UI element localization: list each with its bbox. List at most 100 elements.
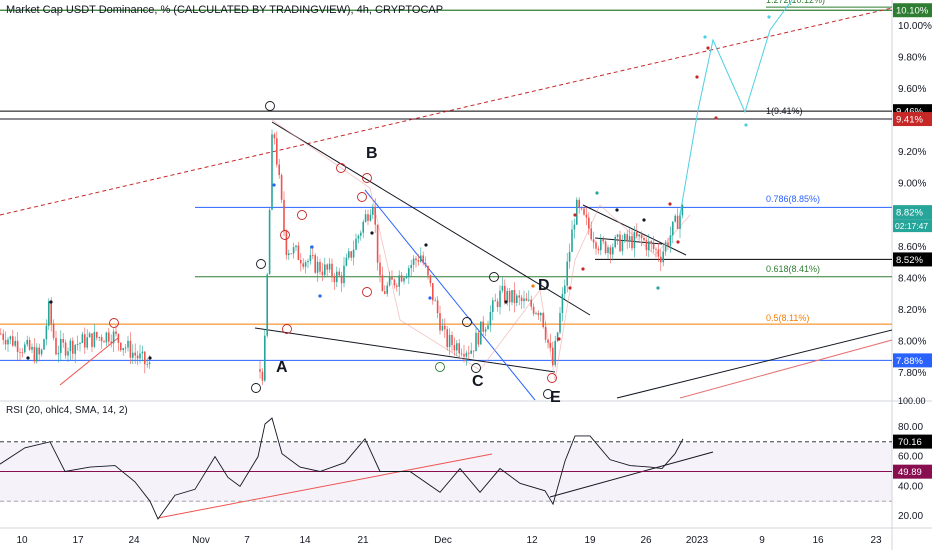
countdown-label: 02:17:47 bbox=[895, 221, 928, 231]
wave-marker-circle bbox=[435, 362, 445, 372]
candle-body bbox=[513, 290, 516, 304]
x-tick-label: Nov bbox=[192, 535, 210, 546]
candle-body bbox=[386, 285, 388, 294]
price-badge-label: 8.52% bbox=[896, 255, 923, 266]
candle-body bbox=[391, 276, 393, 280]
wave-marker-circle bbox=[109, 318, 119, 328]
candle-body bbox=[28, 339, 31, 350]
candle-body bbox=[278, 164, 280, 176]
rsi-badge[interactable] bbox=[893, 434, 932, 449]
fib-level-label: 0.618(8.41%) bbox=[766, 264, 820, 274]
candle-body bbox=[60, 339, 62, 353]
candle-body bbox=[420, 255, 422, 262]
y-tick-label: 8.20% bbox=[898, 305, 926, 316]
candle-body bbox=[674, 215, 676, 222]
candle-body bbox=[446, 329, 448, 348]
wave-minor-marker bbox=[615, 208, 619, 212]
candle-body bbox=[588, 217, 590, 229]
wave-label-e: E bbox=[550, 389, 561, 406]
candle-body bbox=[595, 242, 597, 249]
wave-minor-marker bbox=[744, 123, 748, 127]
wave-path-red bbox=[271, 119, 691, 381]
candle-body bbox=[120, 342, 122, 351]
candle-body bbox=[14, 340, 16, 346]
projection-path bbox=[679, 0, 793, 216]
fib-level-label: 1.272(10.12%) bbox=[766, 0, 825, 5]
candle-body bbox=[139, 353, 141, 359]
candle-body bbox=[259, 369, 261, 372]
candle-body bbox=[456, 343, 458, 351]
candle-body bbox=[124, 347, 127, 349]
candle-body bbox=[146, 364, 148, 365]
candle-body bbox=[580, 207, 583, 209]
candle-body bbox=[19, 352, 21, 353]
price-badge[interactable] bbox=[893, 252, 932, 267]
candle-body bbox=[67, 351, 69, 356]
candle-body bbox=[540, 312, 542, 316]
price-badge[interactable] bbox=[893, 353, 932, 368]
candle-body bbox=[273, 134, 276, 139]
price-badge[interactable] bbox=[893, 205, 932, 220]
candle-body bbox=[136, 355, 139, 359]
wave-marker-circle bbox=[357, 192, 367, 202]
candle-body bbox=[324, 264, 326, 276]
candle-body bbox=[638, 234, 640, 237]
wave-minor-marker bbox=[310, 245, 314, 249]
candle-body bbox=[660, 256, 662, 263]
price-badge-label: 7.88% bbox=[896, 356, 923, 367]
candle-body bbox=[607, 247, 609, 253]
x-tick-label: 21 bbox=[357, 535, 369, 546]
candle-body bbox=[398, 275, 400, 287]
candle-body bbox=[290, 253, 292, 255]
wave-label-c: C bbox=[472, 373, 484, 390]
rsi-y-tick-label: 80.00 bbox=[898, 422, 923, 433]
x-tick-label: 14 bbox=[299, 535, 311, 546]
candle-body bbox=[424, 263, 427, 267]
candle-body bbox=[554, 340, 556, 366]
x-tick-label: Dec bbox=[434, 535, 452, 546]
candle-body bbox=[331, 263, 333, 277]
wave-minor-marker bbox=[272, 183, 276, 187]
candle-body bbox=[422, 255, 424, 264]
candle-body bbox=[609, 247, 612, 255]
candle-body bbox=[33, 346, 36, 362]
candle-body bbox=[552, 347, 554, 366]
candle-body bbox=[122, 348, 124, 351]
candle-body bbox=[352, 249, 355, 258]
candle-body bbox=[9, 336, 12, 340]
candle-body bbox=[470, 350, 472, 354]
price-badge[interactable] bbox=[893, 3, 932, 18]
candle-body bbox=[650, 241, 652, 244]
wave-marker-circle bbox=[256, 259, 266, 269]
candle-body bbox=[619, 234, 621, 252]
candle-body bbox=[381, 275, 384, 292]
price-badge[interactable] bbox=[893, 112, 932, 127]
candle-body bbox=[592, 239, 595, 243]
candle-body bbox=[664, 242, 667, 252]
candle-body bbox=[91, 333, 93, 347]
candle-body bbox=[573, 224, 576, 230]
candle-body bbox=[84, 334, 86, 348]
candle-body bbox=[597, 248, 600, 251]
wave-path-small bbox=[59, 337, 119, 386]
wave-minor-marker bbox=[767, 15, 771, 19]
candle-body bbox=[482, 321, 484, 332]
candle-body bbox=[268, 209, 271, 275]
wave-minor-marker bbox=[595, 191, 599, 195]
candle-body bbox=[520, 297, 523, 302]
candle-body bbox=[628, 236, 631, 242]
candle-body bbox=[681, 204, 684, 216]
rsi-badge[interactable] bbox=[893, 464, 932, 479]
y-tick-label: 10.00% bbox=[898, 21, 932, 32]
candle-body bbox=[604, 241, 607, 253]
x-tick-label: 9 bbox=[759, 535, 765, 546]
candle-body bbox=[93, 332, 96, 347]
candle-body bbox=[88, 333, 91, 338]
candle-body bbox=[295, 245, 297, 248]
x-tick-label: 26 bbox=[640, 535, 652, 546]
price-pane bbox=[0, 0, 892, 400]
candle-body bbox=[652, 243, 655, 249]
candle-body bbox=[328, 263, 331, 270]
